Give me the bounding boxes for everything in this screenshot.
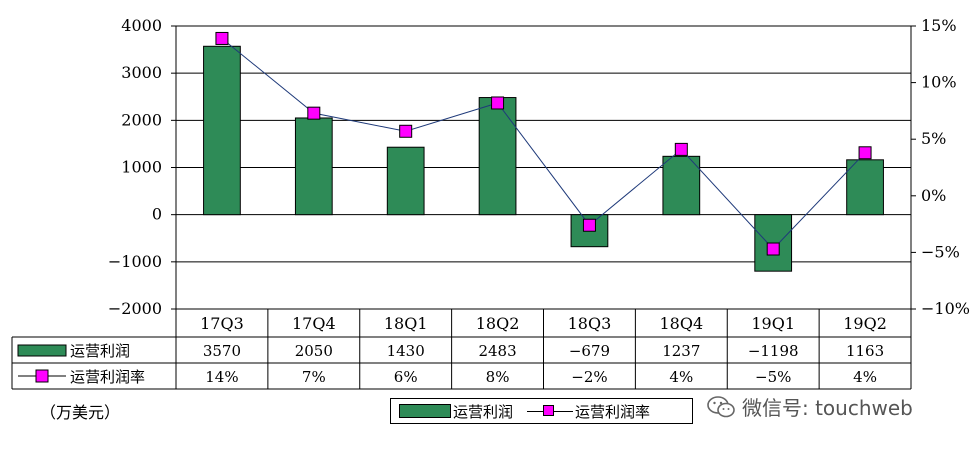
table-cell: 8% [486,368,510,386]
margin-marker [491,96,505,110]
y-left-tick-label: 4000 [121,16,162,35]
margin-marker [766,242,780,256]
x-tick-label: 18Q2 [476,314,520,333]
margin-marker [399,124,413,138]
y-left-tick-label: 2000 [121,110,162,129]
watermark-text: 微信号: touchweb [742,396,913,420]
legend-bar-label: 运营利润 [453,402,514,421]
legend-line-label: 运营利润率 [575,402,651,421]
x-tick-label: 18Q1 [384,314,428,333]
margin-marker [674,142,688,156]
table-cell: 4% [669,368,693,386]
table-key-bar [17,344,67,357]
margin-marker [307,106,321,120]
x-tick-label: 19Q2 [843,314,887,333]
table-cell: −1198 [748,342,799,360]
legend-bar-swatch [399,404,451,418]
bar [662,155,701,216]
y-right-tick-label: 15% [921,16,957,35]
y-left-tick-label: 0 [152,205,162,224]
table-cell: −2% [571,368,607,386]
y-right-tick-label: 10% [921,73,957,92]
watermark: 微信号: touchweb [706,392,913,421]
table-cell: −5% [755,368,791,386]
table-cell: 1163 [846,342,884,360]
bar [203,45,241,216]
legend-line-swatch [527,404,574,418]
table-cell: −679 [569,342,610,360]
margin-line [221,38,866,250]
y-right-tick-label: 0% [921,186,946,205]
table-row-label: 运营利润率 [70,368,145,386]
bar [294,117,333,216]
legend-marker-icon [543,405,555,416]
margin-marker [858,146,872,160]
legend: 运营利润 运营利润率 [390,398,693,424]
wechat-icon [707,395,735,417]
table-key-marker [35,369,49,383]
y-right-tick-label: −5% [921,242,960,261]
table-row-label: 运营利润 [70,342,130,360]
y-right-tick-label: 5% [921,129,946,148]
margin-marker [582,218,596,232]
x-tick-label: 18Q3 [568,314,612,333]
table-cell: 1237 [662,342,700,360]
bar [386,146,425,216]
legend-item-bar: 运营利润 [391,401,513,422]
table-cell: 3570 [203,342,241,360]
x-tick-label: 19Q1 [751,314,795,333]
y-left-tick-label: −1000 [108,252,162,271]
y-right-tick-label: −10% [921,299,970,318]
unit-label: （万美元） [40,403,121,422]
table-cell: 6% [394,368,418,386]
table-cell: 1430 [387,342,425,360]
y-left-tick-label: −2000 [108,299,162,318]
bar [846,159,884,216]
legend-item-line: 运营利润率 [513,401,650,422]
table-cell: 14% [205,368,238,386]
table-cell: 4% [853,368,877,386]
bar [478,97,517,216]
table-cell: 2050 [295,342,333,360]
x-tick-label: 18Q4 [659,314,703,333]
x-tick-label: 17Q4 [292,314,336,333]
margin-marker [215,31,229,45]
y-left-tick-label: 3000 [121,63,162,82]
table-cell: 2483 [478,342,516,360]
table-cell: 7% [302,368,326,386]
y-left-tick-label: 1000 [121,158,162,177]
x-tick-label: 17Q3 [200,314,244,333]
